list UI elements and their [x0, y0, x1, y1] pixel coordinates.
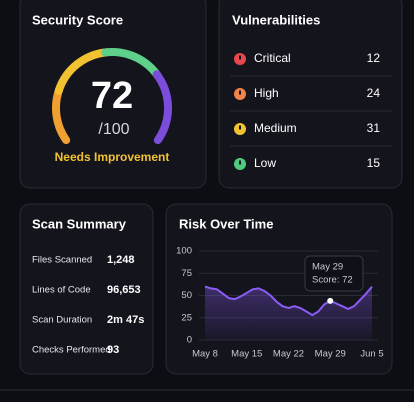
severity-count: 31 [367, 121, 381, 135]
card-title: Risk Over Time [179, 216, 273, 231]
card-title: Vulnerabilities [232, 12, 320, 27]
vuln-card [218, 0, 403, 189]
severity-label: Low [254, 156, 276, 170]
x-tick-label: May 8 [192, 349, 218, 360]
gauge-arc [101, 48, 162, 80]
x-tick-label: May 15 [231, 349, 262, 360]
severity-glyph [239, 90, 241, 95]
summary-value: 1,248 [107, 254, 135, 266]
summary-label: Scan Duration [32, 315, 92, 326]
summary-value: 2m 47s [107, 314, 144, 326]
severity-label: Medium [254, 121, 297, 135]
gauge-arc [152, 70, 172, 145]
gauge-arc [54, 48, 112, 95]
hover-point [327, 297, 334, 304]
area-fill [205, 286, 372, 340]
card-title: Scan Summary [32, 216, 127, 231]
severity-glyph [239, 160, 241, 165]
y-tick-label: 75 [181, 268, 192, 279]
severity-label: High [254, 86, 279, 100]
x-tick-label: Jun 5 [360, 349, 383, 360]
summary-label: Files Scanned [32, 255, 92, 266]
tooltip [304, 255, 364, 292]
severity-glyph [239, 125, 241, 130]
summary-label: Lines of Code [32, 285, 91, 296]
summary-value: 93 [107, 344, 119, 356]
severity-count: 24 [367, 86, 381, 100]
y-tick-label: 50 [181, 290, 192, 301]
y-tick-label: 0 [187, 335, 192, 346]
severity-label: Critical [254, 51, 291, 65]
summary-label: Checks Performed [32, 345, 111, 356]
y-tick-label: 100 [176, 246, 192, 257]
score: 72 [91, 75, 133, 117]
line [204, 285, 373, 317]
tooltip-score: Score: 72 [312, 275, 353, 286]
severity-count: 12 [367, 51, 381, 65]
summary-value: 96,653 [107, 284, 141, 296]
y-tick-label: 25 [181, 312, 192, 323]
score-max: /100 [98, 121, 129, 138]
score-status: Needs Improvement [55, 150, 170, 164]
x-tick-label: May 22 [273, 349, 304, 360]
severity-glyph [239, 55, 241, 60]
summary-card [19, 203, 154, 375]
x-tick-label: May 29 [315, 349, 346, 360]
tooltip-date: May 29 [312, 262, 343, 273]
severity-count: 15 [367, 156, 381, 170]
card-title: Security Score [32, 12, 123, 27]
